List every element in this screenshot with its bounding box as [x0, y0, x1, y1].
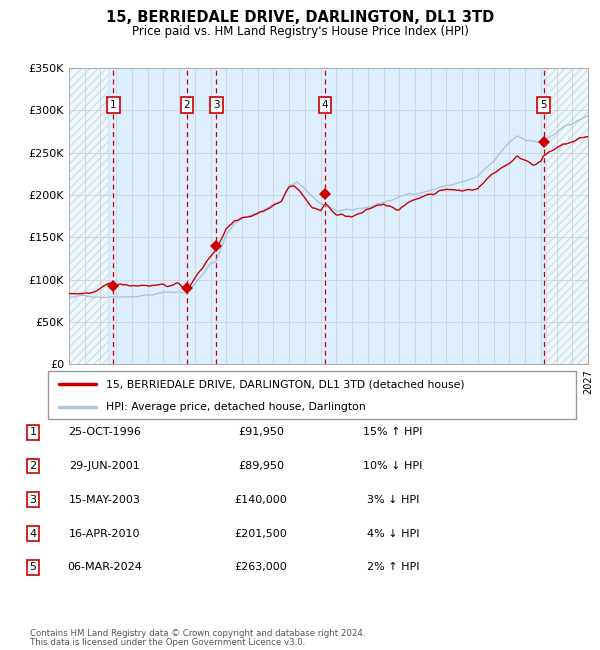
Text: 3: 3: [29, 495, 37, 505]
Text: 1: 1: [110, 100, 116, 110]
Text: 15, BERRIEDALE DRIVE, DARLINGTON, DL1 3TD: 15, BERRIEDALE DRIVE, DARLINGTON, DL1 3T…: [106, 10, 494, 25]
Text: HPI: Average price, detached house, Darlington: HPI: Average price, detached house, Darl…: [106, 402, 366, 412]
Text: 16-APR-2010: 16-APR-2010: [69, 528, 141, 539]
Text: 06-MAR-2024: 06-MAR-2024: [68, 562, 142, 573]
Text: 2: 2: [29, 461, 37, 471]
Text: 4: 4: [29, 528, 37, 539]
Text: 2: 2: [184, 100, 190, 110]
Text: Contains HM Land Registry data © Crown copyright and database right 2024.: Contains HM Land Registry data © Crown c…: [30, 629, 365, 638]
Text: 5: 5: [541, 100, 547, 110]
Text: 2% ↑ HPI: 2% ↑ HPI: [367, 562, 419, 573]
Text: 15, BERRIEDALE DRIVE, DARLINGTON, DL1 3TD (detached house): 15, BERRIEDALE DRIVE, DARLINGTON, DL1 3T…: [106, 379, 465, 389]
Text: This data is licensed under the Open Government Licence v3.0.: This data is licensed under the Open Gov…: [30, 638, 305, 647]
Text: 4: 4: [322, 100, 329, 110]
Text: 3: 3: [213, 100, 220, 110]
Text: £89,950: £89,950: [238, 461, 284, 471]
Bar: [69, 68, 109, 364]
Bar: [545, 68, 588, 364]
Text: £91,950: £91,950: [238, 427, 284, 437]
Text: 1: 1: [29, 427, 37, 437]
Text: £263,000: £263,000: [235, 562, 287, 573]
Text: 5: 5: [29, 562, 37, 573]
Text: 10% ↓ HPI: 10% ↓ HPI: [364, 461, 422, 471]
Text: 4% ↓ HPI: 4% ↓ HPI: [367, 528, 419, 539]
Text: £140,000: £140,000: [235, 495, 287, 505]
Text: 15% ↑ HPI: 15% ↑ HPI: [364, 427, 422, 437]
Text: 15-MAY-2003: 15-MAY-2003: [69, 495, 141, 505]
Text: 3% ↓ HPI: 3% ↓ HPI: [367, 495, 419, 505]
Text: Price paid vs. HM Land Registry's House Price Index (HPI): Price paid vs. HM Land Registry's House …: [131, 25, 469, 38]
Text: £201,500: £201,500: [235, 528, 287, 539]
Text: 25-OCT-1996: 25-OCT-1996: [68, 427, 142, 437]
Text: 29-JUN-2001: 29-JUN-2001: [70, 461, 140, 471]
